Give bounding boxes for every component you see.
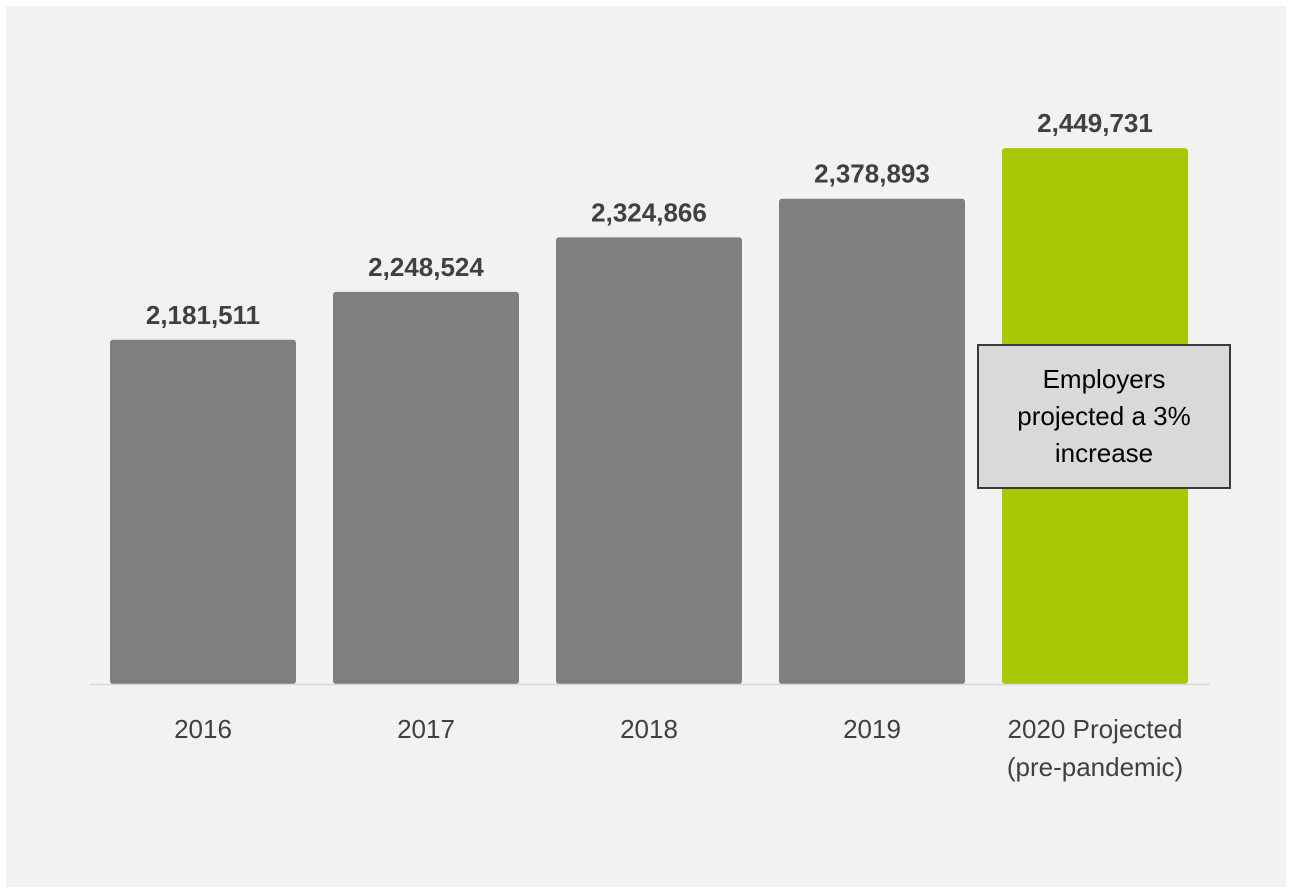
data-label: 2,181,511	[146, 300, 260, 330]
bar	[333, 291, 519, 684]
data-label: 2,324,866	[591, 197, 707, 227]
callout-line: projected a 3%	[1017, 401, 1191, 431]
bar	[779, 198, 965, 685]
data-label: 2,248,524	[368, 252, 484, 282]
callout-text: Employers projected a 3% increase	[1017, 361, 1190, 472]
x-tick-label: 2020 Projected	[1008, 714, 1183, 744]
x-tick-label: 2017	[397, 714, 455, 744]
data-label: 2,449,731	[1037, 108, 1153, 138]
x-tick-label: 2016	[174, 714, 232, 744]
callout-line: increase	[1054, 438, 1154, 468]
bar	[556, 237, 742, 684]
callout-line: Employers	[1042, 364, 1166, 394]
bar	[110, 339, 296, 684]
x-tick-label: 2018	[620, 714, 678, 744]
projection-callout: Employers projected a 3% increase	[977, 344, 1231, 489]
data-label: 2,378,893	[814, 159, 930, 189]
x-tick-label: 2019	[843, 714, 901, 744]
x-tick-label: (pre-pandemic)	[1007, 752, 1183, 782]
